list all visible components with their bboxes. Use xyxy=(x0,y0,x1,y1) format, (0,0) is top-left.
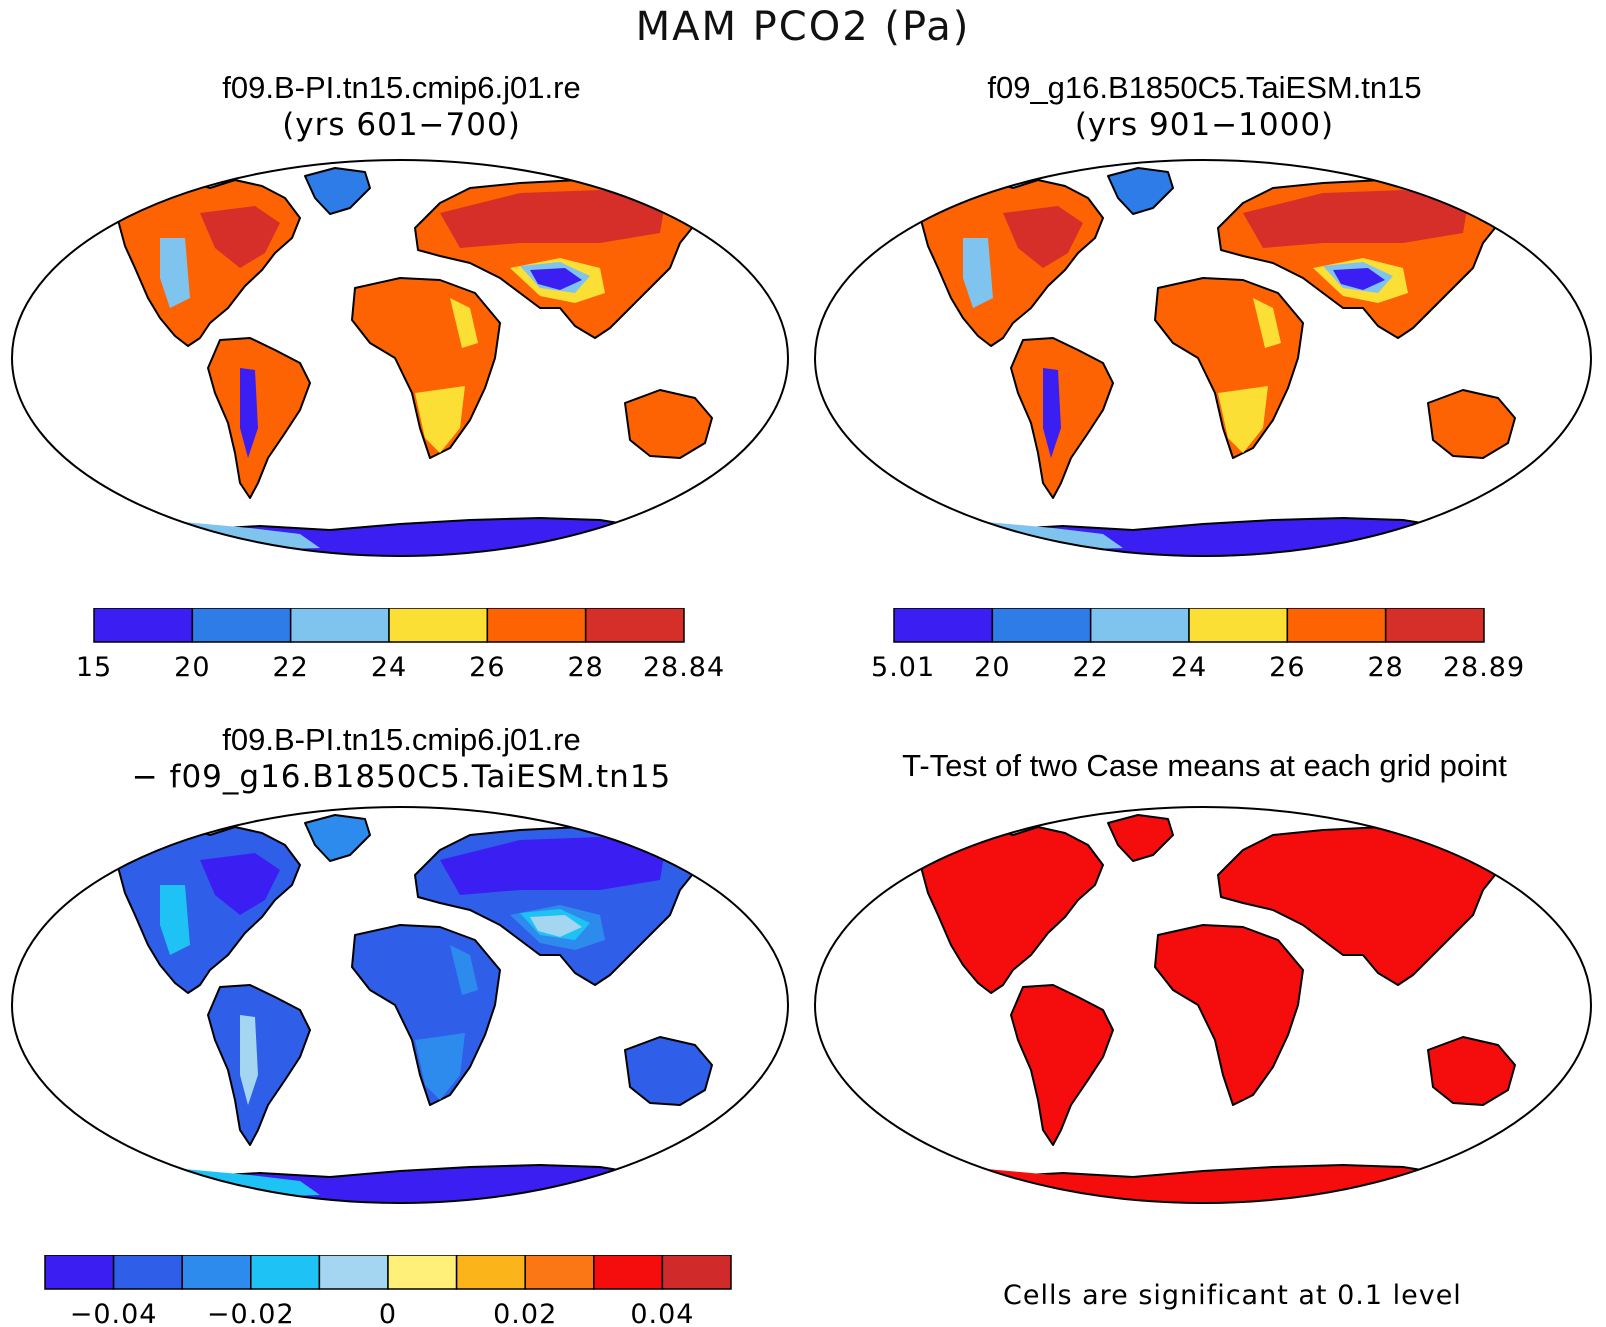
panel-diff-title: f09.B-PI.tn15.cmip6.j01.re xyxy=(222,722,581,757)
colorbar-label: 0.04 xyxy=(630,1299,694,1325)
colorbar-label: 28.89 xyxy=(1443,652,1525,683)
colorbar-label: 0.02 xyxy=(493,1299,557,1325)
colorbar-label: 28.84 xyxy=(643,652,725,683)
colorbar-swatch xyxy=(1188,608,1289,643)
colorbar-case1: 15 20 22 24 26 28 28.84 xyxy=(76,608,725,683)
colorbar-label: −0.02 xyxy=(207,1299,295,1325)
colorbar-swatch xyxy=(388,608,489,643)
colorbar-label: 26 xyxy=(469,652,505,683)
colorbar-swatch xyxy=(661,1255,732,1290)
panel-diff-subtitle: − f09_g16.B1850C5.TaiESM.tn15 xyxy=(131,759,672,795)
colorbar-label: 26 xyxy=(1269,652,1305,683)
colorbar-swatch xyxy=(250,1255,321,1290)
colorbar-swatch xyxy=(181,1255,252,1290)
colorbar-swatch xyxy=(318,1255,389,1290)
panel-ttest: T-Test of two Case means at each grid po… xyxy=(803,748,1606,784)
colorbar-label: 0 xyxy=(379,1299,397,1325)
panel-case1-years: (yrs 601−700) xyxy=(282,107,521,143)
colorbar-swatch xyxy=(1089,608,1190,643)
colorbar-label: 15 xyxy=(76,652,112,683)
colorbar-swatch xyxy=(486,608,587,643)
colorbar-swatch xyxy=(387,1255,458,1290)
figure-title: MAM PCO2 (Pa) xyxy=(635,4,971,50)
colorbar-swatch xyxy=(455,1255,526,1290)
colorbar-label: 20 xyxy=(174,652,210,683)
significance-note: Cells are significant at 0.1 level xyxy=(1003,1280,1462,1311)
colorbar-label: 28 xyxy=(1367,652,1403,683)
colorbar-swatch xyxy=(44,1255,115,1290)
panel-ttest-title: T-Test of two Case means at each grid po… xyxy=(902,748,1507,783)
colorbar-swatch xyxy=(991,608,1092,643)
colorbar-label: 15.01 xyxy=(870,652,935,683)
colorbar-swatch xyxy=(584,608,685,643)
panel-diff: f09.B-PI.tn15.cmip6.j01.re − f09_g16.B18… xyxy=(0,722,803,796)
map-ttest xyxy=(814,806,1592,1204)
colorbar-swatch xyxy=(289,608,390,643)
panel-case1: f09.B-PI.tn15.cmip6.j01.re (yrs 601−700) xyxy=(0,70,803,144)
colorbar-label: 22 xyxy=(272,652,308,683)
panel-case2-years: (yrs 901−1000) xyxy=(1074,107,1335,143)
colorbar-swatch xyxy=(93,608,194,643)
colorbar-swatch xyxy=(1286,608,1387,643)
colorbar-swatch xyxy=(593,1255,664,1290)
colorbar-case2: 15.01 20 22 24 26 28 28.89 xyxy=(870,608,1525,683)
colorbar-label: 24 xyxy=(1171,652,1207,683)
panel-case1-title: f09.B-PI.tn15.cmip6.j01.re xyxy=(222,70,581,105)
colorbar-diff: −0.04 −0.02 0 0.02 0.04 xyxy=(44,1255,732,1325)
colorbar-swatch xyxy=(1384,608,1485,643)
map-case2 xyxy=(814,159,1592,557)
colorbar-label: −0.04 xyxy=(70,1299,158,1325)
colorbar-label: 22 xyxy=(1072,652,1108,683)
colorbar-label: 20 xyxy=(974,652,1010,683)
colorbar-swatch xyxy=(893,608,994,643)
map-case1 xyxy=(11,159,789,557)
panel-case2-title: f09_g16.B1850C5.TaiESM.tn15 xyxy=(987,70,1422,105)
map-diff xyxy=(11,806,789,1204)
colorbar-swatch xyxy=(191,608,292,643)
colorbar-swatch xyxy=(524,1255,595,1290)
colorbar-label: 24 xyxy=(371,652,407,683)
panel-case2: f09_g16.B1850C5.TaiESM.tn15 (yrs 901−100… xyxy=(803,70,1606,144)
colorbar-swatch xyxy=(112,1255,183,1290)
colorbar-label: 28 xyxy=(567,652,603,683)
